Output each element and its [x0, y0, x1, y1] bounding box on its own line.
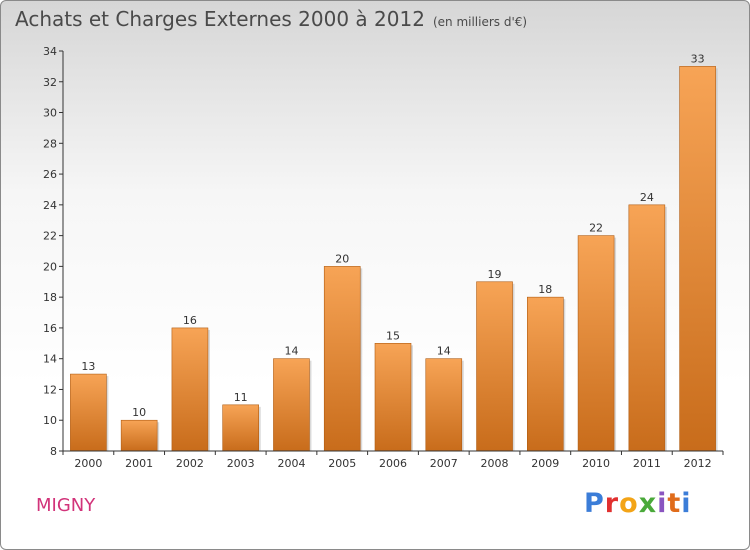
- x-tick-label-2000: 2000: [74, 457, 102, 470]
- proxiti-logo: Proxiti: [584, 488, 692, 519]
- y-tick-label-26: 26: [43, 168, 57, 181]
- y-tick-label-20: 20: [43, 260, 57, 273]
- logo-letter: i: [681, 488, 692, 519]
- data-label-2004: 14: [284, 345, 298, 358]
- y-tick-label-12: 12: [43, 383, 57, 396]
- data-label-2011: 24: [640, 191, 654, 204]
- data-label-2009: 18: [538, 283, 552, 296]
- data-label-2000: 13: [81, 360, 95, 373]
- data-label-2008: 19: [488, 268, 502, 281]
- bar-series: 13 10 16 11 14 20 15 14 19 18 22 24 33: [70, 52, 718, 452]
- bar-2012: [679, 66, 716, 452]
- logo-letter: t: [667, 488, 682, 519]
- x-tick-label-2009: 2009: [531, 457, 559, 470]
- logo-letter: o: [619, 488, 639, 519]
- bar-2001: [120, 419, 158, 452]
- logo-letter: P: [584, 488, 605, 519]
- logo-letter: i: [657, 488, 668, 519]
- data-label-2001: 10: [132, 406, 146, 419]
- data-label-2006: 15: [386, 329, 400, 342]
- bar-2011: [628, 204, 666, 452]
- chart-subtitle: (en milliers d'€): [432, 15, 528, 29]
- data-label-2002: 16: [183, 314, 197, 327]
- chart-title-text: Achats et Charges Externes 2000 à 2012: [15, 7, 425, 31]
- data-label-2003: 11: [234, 391, 248, 404]
- bar-2008: [476, 281, 513, 452]
- data-label-2010: 22: [589, 222, 603, 235]
- y-tick-label-22: 22: [43, 230, 57, 243]
- data-label-2007: 14: [437, 345, 451, 358]
- y-tick-label-30: 30: [43, 107, 57, 120]
- x-tick-label-2010: 2010: [582, 457, 610, 470]
- x-tick-label-2012: 2012: [684, 457, 712, 470]
- bar-2003: [222, 404, 259, 452]
- x-tick-label-2002: 2002: [176, 457, 204, 470]
- x-tick-label-2011: 2011: [633, 457, 661, 470]
- bar-2000: [70, 373, 107, 452]
- y-tick-label-10: 10: [43, 414, 57, 427]
- y-tick-label-28: 28: [43, 137, 57, 150]
- axes: 2000 2001 2002 2003 2004 2005 2006 2007 2008 2009…: [43, 45, 724, 470]
- y-tick-label-24: 24: [43, 199, 57, 212]
- x-tick-label-2005: 2005: [328, 457, 356, 470]
- x-tick-label-2004: 2004: [277, 457, 305, 470]
- y-tick-label-18: 18: [43, 291, 57, 304]
- logo-letter: r: [604, 488, 620, 519]
- x-tick-label-2001: 2001: [125, 457, 153, 470]
- logo-letter: x: [638, 488, 658, 519]
- bar-2006: [374, 343, 412, 452]
- bar-2007: [425, 358, 463, 452]
- bar-2010: [577, 235, 615, 452]
- bar-2004: [273, 358, 310, 452]
- commune-name: MIGNY: [36, 495, 96, 516]
- chart-title: Achats et Charges Externes 2000 à 2012 (e…: [15, 7, 527, 31]
- x-tick-label-2007: 2007: [430, 457, 458, 470]
- data-label-2012: 33: [691, 52, 705, 65]
- data-label-2005: 20: [335, 252, 349, 265]
- y-tick-label-32: 32: [43, 76, 57, 89]
- x-tick-label-2008: 2008: [481, 457, 509, 470]
- bar-2005: [323, 266, 361, 452]
- x-tick-label-2006: 2006: [379, 457, 407, 470]
- bar-2002: [171, 327, 209, 452]
- y-tick-label-34: 34: [43, 45, 57, 58]
- bar-2009: [527, 296, 564, 452]
- x-tick-label-2003: 2003: [227, 457, 255, 470]
- y-tick-label-16: 16: [43, 322, 57, 335]
- y-tick-label-14: 14: [43, 353, 57, 366]
- y-tick-label-8: 8: [50, 445, 57, 458]
